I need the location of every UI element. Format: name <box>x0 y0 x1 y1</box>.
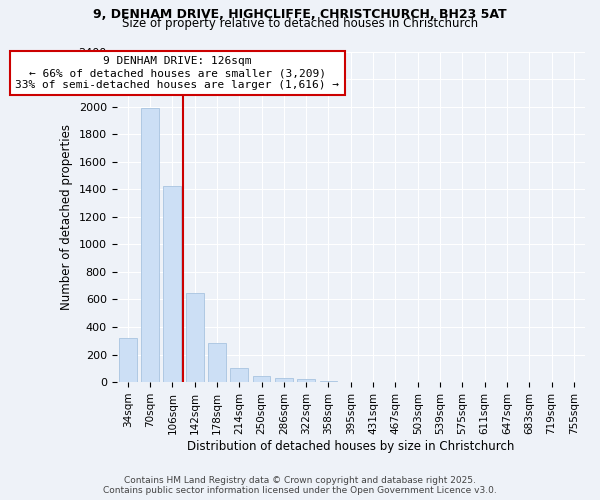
Bar <box>163 186 181 382</box>
Bar <box>186 292 203 382</box>
Y-axis label: Number of detached properties: Number of detached properties <box>60 124 73 310</box>
Text: Contains HM Land Registry data © Crown copyright and database right 2025.
Contai: Contains HM Land Registry data © Crown c… <box>103 476 497 495</box>
Bar <box>253 376 271 382</box>
Text: 9 DENHAM DRIVE: 126sqm
← 66% of detached houses are smaller (3,209)
33% of semi-: 9 DENHAM DRIVE: 126sqm ← 66% of detached… <box>16 56 340 90</box>
Bar <box>119 338 137 382</box>
Bar <box>230 368 248 382</box>
Bar <box>141 108 159 382</box>
X-axis label: Distribution of detached houses by size in Christchurch: Distribution of detached houses by size … <box>187 440 514 452</box>
Bar <box>297 378 315 382</box>
Text: Size of property relative to detached houses in Christchurch: Size of property relative to detached ho… <box>122 18 478 30</box>
Text: 9, DENHAM DRIVE, HIGHCLIFFE, CHRISTCHURCH, BH23 5AT: 9, DENHAM DRIVE, HIGHCLIFFE, CHRISTCHURC… <box>93 8 507 20</box>
Bar <box>208 343 226 382</box>
Bar <box>275 378 293 382</box>
